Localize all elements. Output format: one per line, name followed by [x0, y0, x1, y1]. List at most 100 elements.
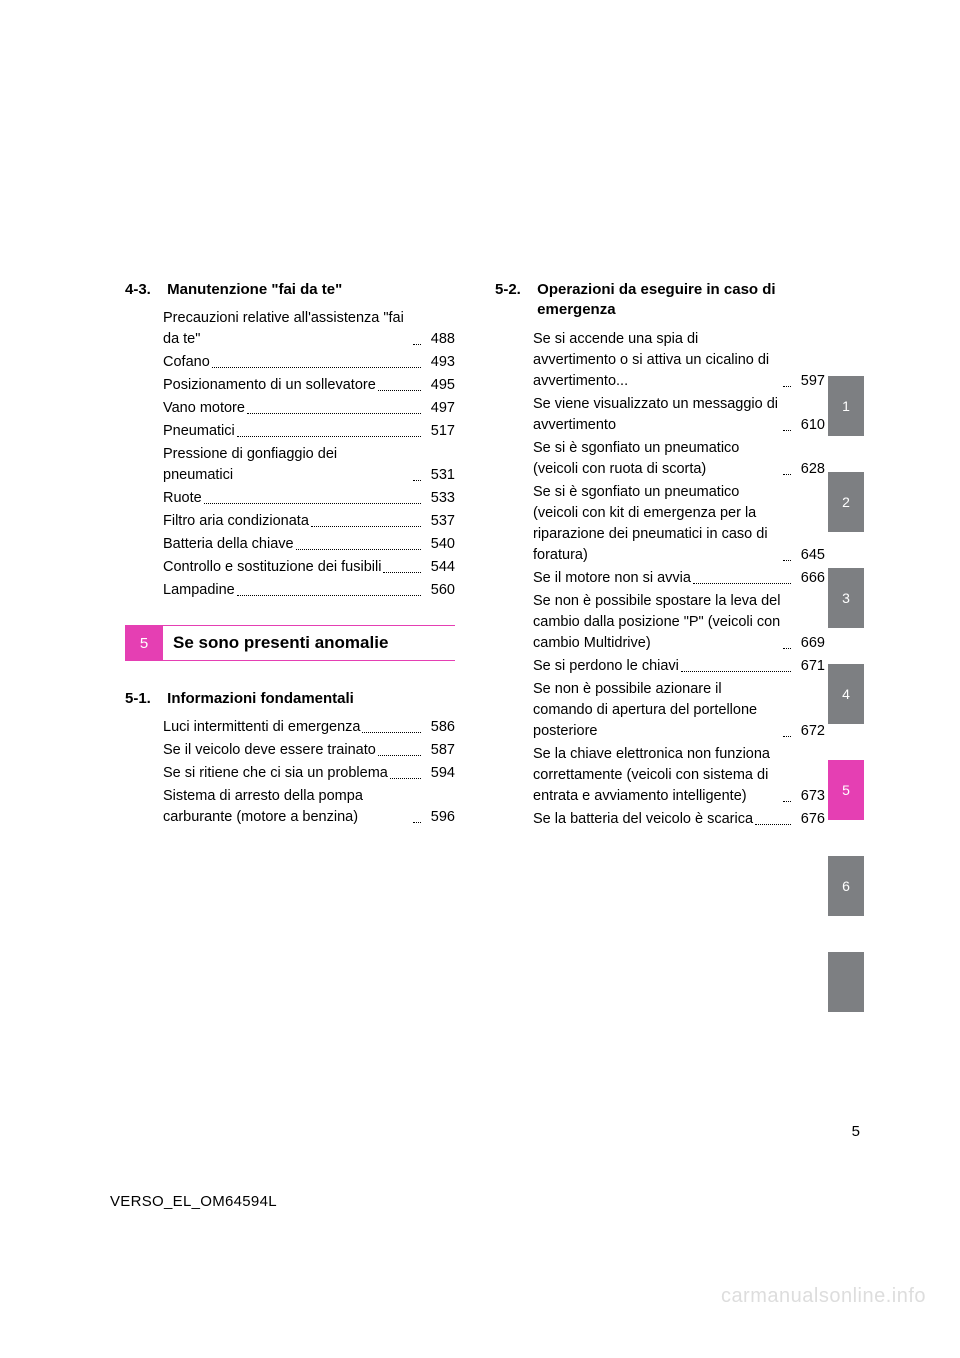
section-number: 5-2.	[495, 280, 533, 300]
page-number: 5	[852, 1123, 860, 1140]
section-5-2-header: 5-2. Operazioni da eseguire in caso di e…	[495, 280, 825, 321]
toc-item: Luci intermittenti di emergenza 586	[163, 717, 455, 738]
toc-label: Se la batteria del veicolo è scarica	[533, 809, 753, 830]
toc-page: 666	[795, 568, 825, 589]
toc-leader	[413, 822, 421, 823]
side-tab-3[interactable]: 3	[828, 568, 864, 628]
toc-item: Se si è sgonfiato un pneumatico (veicoli…	[533, 438, 825, 480]
toc-label: Se il motore non si avvia	[533, 568, 691, 589]
toc-item: Filtro aria condizionata537	[163, 511, 455, 532]
toc-page: 669	[795, 633, 825, 654]
toc-item: Se viene visualizzato un messaggio di av…	[533, 394, 825, 436]
toc-page: 676	[795, 809, 825, 830]
toc-label: Se si accende una spia di avvertimento o…	[533, 329, 781, 392]
toc-page: 544	[425, 557, 455, 578]
toc-leader	[783, 386, 791, 387]
toc-page: 497	[425, 398, 455, 419]
toc-page: 495	[425, 375, 455, 396]
side-tab-blank[interactable]	[828, 952, 864, 1012]
toc-item: Se il veicolo deve essere trainato 587	[163, 740, 455, 761]
toc-leader	[783, 430, 791, 431]
chapter-5-title: Se sono presenti anomalie	[163, 625, 455, 660]
content-columns: 4-3. Manutenzione "fai da te" Precauzion…	[125, 280, 825, 832]
section-title: Operazioni da eseguire in caso di emerge…	[537, 280, 817, 321]
toc-page: 628	[795, 459, 825, 480]
toc-list-5-1: Luci intermittenti di emergenza586Se il …	[163, 717, 455, 828]
toc-page: 596	[425, 807, 455, 828]
toc-page: 645	[795, 545, 825, 566]
toc-page: 560	[425, 580, 455, 601]
side-tab-4[interactable]: 4	[828, 664, 864, 724]
side-tab-6[interactable]: 6	[828, 856, 864, 916]
toc-leader	[783, 474, 791, 475]
toc-label: Se la chiave elettronica non funziona co…	[533, 744, 781, 807]
side-tab-5[interactable]: 5	[828, 760, 864, 820]
toc-leader	[681, 671, 791, 672]
chapter-5-box: 5 Se sono presenti anomalie	[125, 625, 455, 660]
toc-label: Se non è possibile spostare la leva del …	[533, 591, 781, 654]
toc-label: Se si ritiene che ci sia un problema	[163, 763, 388, 784]
toc-leader	[413, 344, 421, 345]
toc-list-4-3: Precauzioni relative all'assistenza "fai…	[163, 308, 455, 601]
toc-list-5-2: Se si accende una spia di avvertimento o…	[533, 329, 825, 830]
toc-item: Pressione di gonfiaggio dei pneumatici 53…	[163, 444, 455, 486]
toc-page: 517	[425, 421, 455, 442]
toc-label: Posizionamento di un sollevatore	[163, 375, 376, 396]
toc-item: Sistema di arresto della pompa carburant…	[163, 786, 455, 828]
toc-label: Pressione di gonfiaggio dei pneumatici	[163, 444, 411, 486]
toc-label: Luci intermittenti di emergenza	[163, 717, 360, 738]
toc-item: Pneumatici517	[163, 421, 455, 442]
toc-leader	[378, 390, 421, 391]
toc-page: 533	[425, 488, 455, 509]
toc-leader	[296, 549, 421, 550]
toc-item: Se il motore non si avvia 666	[533, 568, 825, 589]
section-number: 5-1.	[125, 689, 163, 709]
toc-label: Se non è possibile azionare il comando d…	[533, 679, 781, 742]
toc-item: Se non è possibile azionare il comando d…	[533, 679, 825, 742]
toc-item: Ruote 533	[163, 488, 455, 509]
toc-page: 673	[795, 786, 825, 807]
toc-page: 488	[425, 329, 455, 350]
toc-leader	[237, 595, 421, 596]
toc-leader	[413, 480, 421, 481]
toc-leader	[362, 732, 420, 733]
toc-leader	[783, 648, 791, 649]
toc-label: Se si è sgonfiato un pneumatico (veicoli…	[533, 482, 781, 566]
toc-leader	[237, 436, 421, 437]
toc-item: Se si accende una spia di avvertimento o…	[533, 329, 825, 392]
toc-label: Cofano	[163, 352, 210, 373]
chapter-5-number: 5	[140, 635, 148, 652]
toc-label: Batteria della chiave	[163, 534, 294, 555]
section-5-1-header: 5-1. Informazioni fondamentali	[125, 689, 455, 709]
toc-leader	[755, 824, 791, 825]
toc-item: Se la chiave elettronica non funziona co…	[533, 744, 825, 807]
toc-page: 610	[795, 415, 825, 436]
right-column: 5-2. Operazioni da eseguire in caso di e…	[495, 280, 825, 832]
toc-item: Precauzioni relative all'assistenza "fai…	[163, 308, 455, 350]
toc-leader	[383, 572, 420, 573]
toc-item: Se si ritiene che ci sia un problema594	[163, 763, 455, 784]
side-tab-1[interactable]: 1	[828, 376, 864, 436]
toc-label: Lampadine	[163, 580, 235, 601]
toc-label: Se il veicolo deve essere trainato	[163, 740, 376, 761]
toc-item: Lampadine 560	[163, 580, 455, 601]
toc-page: 587	[425, 740, 455, 761]
side-tab-2[interactable]: 2	[828, 472, 864, 532]
toc-leader	[212, 367, 421, 368]
page: 4-3. Manutenzione "fai da te" Precauzion…	[0, 0, 960, 1358]
section-number: 4-3.	[125, 280, 163, 300]
toc-label: Ruote	[163, 488, 202, 509]
section-title: Informazioni fondamentali	[167, 689, 447, 709]
toc-leader	[378, 755, 421, 756]
toc-page: 672	[795, 721, 825, 742]
toc-item: Se si perdono le chiavi671	[533, 656, 825, 677]
toc-page: 531	[425, 465, 455, 486]
toc-page: 540	[425, 534, 455, 555]
toc-page: 597	[795, 371, 825, 392]
toc-leader	[783, 736, 791, 737]
toc-page: 586	[425, 717, 455, 738]
toc-label: Sistema di arresto della pompa carburant…	[163, 786, 411, 828]
section-4-3-header: 4-3. Manutenzione "fai da te"	[125, 280, 455, 300]
toc-leader	[204, 503, 421, 504]
toc-label: Controllo e sostituzione dei fusibili	[163, 557, 381, 578]
